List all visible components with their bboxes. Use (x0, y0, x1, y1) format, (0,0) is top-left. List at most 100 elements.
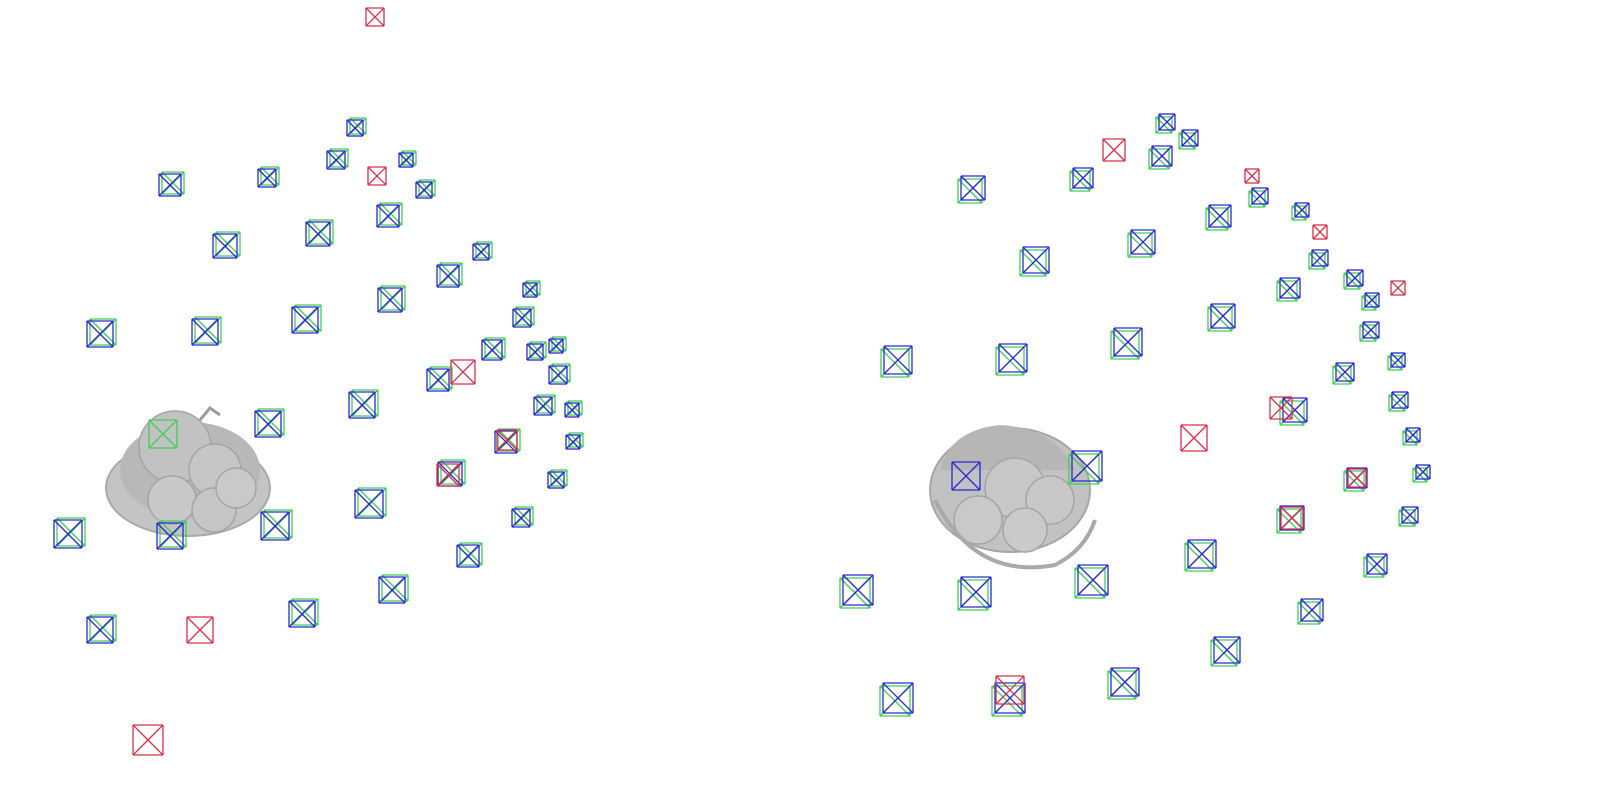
pose-frustum-red (1280, 506, 1304, 530)
pose-frustum-primary (1311, 249, 1329, 267)
pose-frustum-primary (1187, 539, 1217, 569)
pose-frustum-primary (1181, 129, 1199, 147)
pose-frustum-green (148, 419, 178, 449)
pose-frustum-primary (1279, 277, 1301, 299)
pose-frustum-primary (288, 600, 316, 628)
pose-frustum-primary (960, 175, 986, 201)
pose-frustum-secondary (215, 231, 241, 257)
fruit-basket-object (105, 405, 271, 537)
pose-frustum-secondary (357, 487, 387, 517)
pose-frustum-primary (1364, 292, 1380, 308)
pose-frustum-red (436, 463, 460, 487)
pose-frustum-red (1312, 224, 1328, 240)
pose-frustum-primary (533, 396, 553, 416)
pose-frustum-primary (1022, 246, 1050, 274)
pose-frustum-primary (346, 119, 364, 137)
pose-frustum-primary (191, 318, 219, 346)
pose-frustum-primary (1390, 352, 1406, 368)
pose-frustum-primary (1072, 167, 1094, 189)
right-panel (800, 0, 1600, 800)
pose-frustum-primary (1346, 269, 1364, 287)
pose-frustum-primary (842, 574, 874, 606)
pose-frustum-secondary (497, 428, 521, 452)
pose-frustum-primary (1335, 362, 1355, 382)
pose-frustum-red (1102, 138, 1126, 162)
pose-frustum-primary (522, 282, 538, 298)
pose-frustum-primary (1077, 564, 1109, 596)
pose-frustum-primary (1151, 145, 1173, 167)
pose-frustum-primary (1362, 321, 1380, 339)
pose-frustum-primary (305, 221, 331, 247)
pose-frustum-primary (481, 339, 503, 361)
right-pose-plot (839, 113, 1431, 717)
pose-frustum-primary (1113, 327, 1143, 357)
pose-frustum-red (365, 7, 385, 27)
pose-frustum-secondary (380, 285, 406, 311)
pose-frustum-primary (415, 181, 433, 199)
pose-frustum-secondary (429, 366, 453, 390)
pose-frustum-primary (291, 306, 319, 334)
pose-frustum-primary (86, 320, 114, 348)
pose-frustum-primary (1158, 113, 1176, 131)
pose-frustum-primary (426, 368, 450, 392)
pose-frustum-primary (564, 402, 580, 418)
pose-frustum-primary (960, 576, 992, 608)
pose-frustum-red (496, 429, 518, 451)
pose-frustum-primary (1130, 229, 1156, 255)
pose-frustum-primary (1415, 464, 1431, 480)
pose-frustum-red (367, 166, 387, 186)
pose-frustum-secondary (379, 202, 403, 226)
pose-frustum-primary (1213, 636, 1241, 664)
pose-frustum-primary (883, 345, 913, 375)
pose-frustum-primary (1251, 187, 1269, 205)
pose-frustum-secondary (568, 432, 584, 448)
pose-frustum-primary (1401, 506, 1419, 524)
pose-frustum-red (450, 359, 476, 385)
pose-frustum-secondary (294, 304, 322, 332)
pose-frustum-primary (86, 616, 114, 644)
pose-frustum-primary (512, 308, 532, 328)
pose-frustum-primary (377, 287, 403, 313)
pose-frustum-primary (526, 343, 544, 361)
pose-frustum-primary (212, 233, 238, 259)
pose-frustum-primary (254, 410, 282, 438)
pose-frustum-primary (398, 152, 414, 168)
pose-frustum-primary (456, 544, 480, 568)
pose-frustum-primary (354, 489, 384, 519)
pose-frustum-secondary (194, 316, 222, 344)
pose-frustum-secondary (351, 389, 379, 417)
pose-frustum-primary (1210, 303, 1236, 329)
pose-frustum-primary (1391, 391, 1409, 409)
pose-frustum-red (1347, 468, 1367, 488)
pose-frustum-primary (511, 508, 531, 528)
pose-frustum-primary (378, 576, 406, 604)
pose-frustum-secondary (291, 598, 319, 626)
pose-frustum-primary (158, 173, 182, 197)
left-pose-plot (53, 7, 584, 756)
fruit-basket-object (929, 425, 1097, 570)
pose-frustum-primary (1366, 553, 1388, 575)
pose-frustum-primary (376, 204, 400, 228)
pose-frustum-red (132, 724, 164, 756)
pose-frustum-secondary (308, 219, 334, 245)
pose-frustum-primary (994, 682, 1026, 714)
pose-frustum-primary (548, 338, 564, 354)
pose-frustum-secondary (89, 614, 117, 642)
pose-frustum-primary (472, 243, 490, 261)
left-panel (53, 7, 584, 756)
pose-frustum-primary (548, 365, 568, 385)
pose-frustum-primary (1208, 204, 1232, 228)
pose-frustum-secondary (257, 408, 285, 436)
pose-frustum-primary (260, 511, 290, 541)
pose-frustum-primary (156, 522, 184, 550)
pose-frustum-red (1390, 280, 1406, 296)
pose-frustum-primary (1405, 427, 1421, 443)
pose-frustum-primary (257, 168, 277, 188)
pose-frustum-primary (882, 682, 914, 714)
pose-frustum-red (1269, 396, 1293, 420)
pose-frustum-primary (547, 471, 565, 489)
pose-frustum-red (995, 675, 1025, 705)
pose-frustum-primary (565, 434, 581, 450)
pose-frustum-primary (436, 264, 460, 288)
